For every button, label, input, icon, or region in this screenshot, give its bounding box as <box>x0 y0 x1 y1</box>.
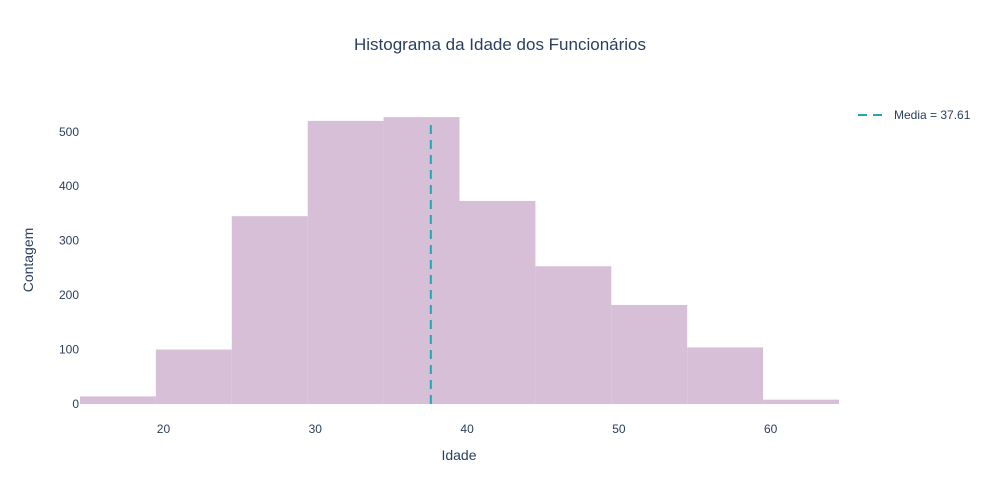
histogram-bar[interactable] <box>535 266 612 404</box>
y-tick-label: 300 <box>59 234 79 248</box>
y-axis-title: Contagem <box>20 228 36 293</box>
histogram-bar[interactable] <box>80 396 156 404</box>
y-axis-ticks: 0 100 200 300 400 500 <box>59 125 79 411</box>
y-tick-label: 400 <box>59 179 79 193</box>
histogram-bar[interactable] <box>611 304 688 404</box>
histogram-bar[interactable] <box>155 349 232 404</box>
histogram-bar[interactable] <box>307 120 384 404</box>
histogram-bar[interactable] <box>231 216 308 404</box>
y-tick-label: 500 <box>59 125 79 139</box>
x-tick-label: 40 <box>460 422 474 436</box>
x-tick-label: 50 <box>612 422 626 436</box>
x-axis-title: Idade <box>441 447 476 463</box>
x-tick-label: 60 <box>764 422 778 436</box>
y-tick-label: 100 <box>59 343 79 357</box>
y-tick-label: 200 <box>59 288 79 302</box>
chart-title: Histograma da Idade dos Funcionários <box>354 35 646 54</box>
legend[interactable]: Media = 37.61 <box>858 108 971 122</box>
x-tick-label: 30 <box>309 422 323 436</box>
x-axis-ticks: 20 30 40 50 60 <box>157 422 778 436</box>
histogram-bar[interactable] <box>383 117 460 405</box>
bars-layer <box>80 117 839 405</box>
y-tick-label: 0 <box>72 397 79 411</box>
legend-mean-label: Media = 37.61 <box>894 108 971 122</box>
histogram-bar[interactable] <box>459 200 536 404</box>
histogram-bar[interactable] <box>763 399 839 404</box>
x-tick-label: 20 <box>157 422 171 436</box>
histogram-bar[interactable] <box>687 347 764 404</box>
